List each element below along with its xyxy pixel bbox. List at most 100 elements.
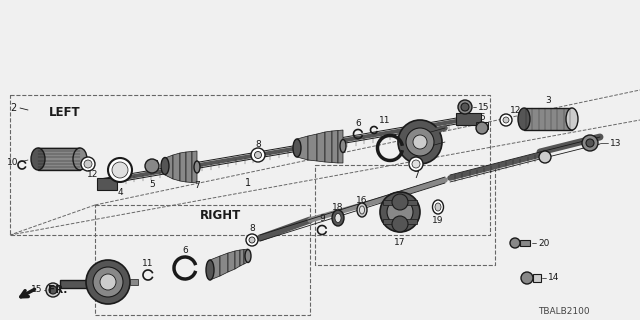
Circle shape bbox=[249, 237, 255, 243]
Bar bbox=[130, 279, 138, 285]
Circle shape bbox=[586, 139, 594, 147]
Polygon shape bbox=[165, 155, 173, 179]
Ellipse shape bbox=[161, 157, 169, 174]
Circle shape bbox=[539, 151, 551, 163]
Circle shape bbox=[255, 151, 262, 158]
Ellipse shape bbox=[73, 148, 87, 170]
Text: TBALB2100: TBALB2100 bbox=[538, 308, 590, 316]
Circle shape bbox=[387, 199, 413, 225]
Circle shape bbox=[413, 135, 427, 149]
Polygon shape bbox=[308, 134, 317, 161]
Text: 16: 16 bbox=[356, 196, 368, 204]
Polygon shape bbox=[235, 250, 240, 269]
Ellipse shape bbox=[340, 140, 346, 153]
Bar bbox=[520, 240, 530, 246]
Text: 13: 13 bbox=[610, 139, 621, 148]
Ellipse shape bbox=[206, 260, 214, 280]
Circle shape bbox=[108, 158, 132, 182]
Circle shape bbox=[49, 286, 57, 294]
Text: 10: 10 bbox=[6, 157, 18, 166]
Bar bbox=[524, 108, 572, 130]
Text: 8: 8 bbox=[249, 223, 255, 233]
Text: 7: 7 bbox=[194, 180, 200, 189]
Bar bbox=[456, 113, 481, 125]
Ellipse shape bbox=[518, 108, 530, 130]
Ellipse shape bbox=[566, 108, 578, 130]
Circle shape bbox=[100, 274, 116, 290]
Text: 1: 1 bbox=[245, 178, 251, 188]
Circle shape bbox=[84, 160, 92, 168]
Polygon shape bbox=[186, 151, 192, 182]
Circle shape bbox=[409, 157, 423, 171]
Bar bbox=[147, 160, 157, 166]
Circle shape bbox=[246, 234, 258, 246]
Circle shape bbox=[412, 160, 420, 168]
Text: 2: 2 bbox=[10, 103, 16, 113]
Bar bbox=[533, 274, 541, 282]
Polygon shape bbox=[297, 136, 308, 160]
Ellipse shape bbox=[360, 206, 365, 214]
Text: 15: 15 bbox=[478, 102, 490, 111]
Text: LEFT: LEFT bbox=[49, 106, 81, 118]
Circle shape bbox=[458, 100, 472, 114]
Bar bbox=[97, 178, 117, 190]
Circle shape bbox=[392, 216, 408, 232]
Text: FR.: FR. bbox=[48, 285, 67, 295]
Ellipse shape bbox=[194, 161, 200, 173]
Bar bbox=[383, 219, 417, 224]
Polygon shape bbox=[220, 253, 228, 276]
Polygon shape bbox=[338, 130, 343, 163]
Circle shape bbox=[503, 117, 509, 123]
Text: 12: 12 bbox=[510, 106, 522, 115]
Text: 11: 11 bbox=[142, 259, 154, 268]
Text: 20: 20 bbox=[538, 238, 549, 247]
Ellipse shape bbox=[433, 200, 444, 214]
Circle shape bbox=[476, 122, 488, 134]
Circle shape bbox=[461, 103, 469, 111]
Text: RIGHT: RIGHT bbox=[200, 209, 241, 221]
Circle shape bbox=[46, 283, 60, 297]
Text: 4: 4 bbox=[117, 188, 123, 196]
Circle shape bbox=[398, 120, 442, 164]
Polygon shape bbox=[332, 131, 338, 163]
Polygon shape bbox=[325, 131, 332, 163]
Polygon shape bbox=[192, 151, 197, 183]
Polygon shape bbox=[244, 249, 248, 264]
Bar bbox=[383, 200, 417, 205]
Text: 6: 6 bbox=[182, 245, 188, 254]
Circle shape bbox=[86, 260, 130, 304]
Polygon shape bbox=[317, 132, 325, 162]
Circle shape bbox=[112, 162, 128, 178]
Ellipse shape bbox=[357, 203, 367, 217]
Bar bbox=[38, 148, 80, 170]
Polygon shape bbox=[240, 250, 244, 266]
Text: 5: 5 bbox=[149, 180, 155, 188]
Text: 8: 8 bbox=[255, 140, 261, 148]
Circle shape bbox=[582, 135, 598, 151]
Text: 18: 18 bbox=[332, 203, 344, 212]
Ellipse shape bbox=[335, 213, 341, 222]
Text: 7: 7 bbox=[413, 171, 419, 180]
Ellipse shape bbox=[332, 210, 344, 226]
Polygon shape bbox=[210, 256, 220, 280]
Text: 14: 14 bbox=[548, 274, 559, 283]
Text: 6: 6 bbox=[355, 118, 361, 127]
Text: 3: 3 bbox=[545, 95, 551, 105]
Text: 9: 9 bbox=[319, 213, 325, 222]
Bar bbox=[476, 122, 488, 129]
Circle shape bbox=[251, 148, 265, 162]
Circle shape bbox=[145, 159, 159, 173]
Text: 12: 12 bbox=[87, 170, 99, 179]
Text: 11: 11 bbox=[380, 116, 391, 124]
Text: 5: 5 bbox=[479, 113, 485, 122]
Text: 15: 15 bbox=[31, 285, 42, 294]
Circle shape bbox=[406, 128, 434, 156]
Text: 17: 17 bbox=[394, 237, 406, 246]
Ellipse shape bbox=[31, 148, 45, 170]
Circle shape bbox=[81, 157, 95, 171]
Circle shape bbox=[392, 194, 408, 210]
Text: 19: 19 bbox=[432, 215, 444, 225]
Circle shape bbox=[521, 272, 533, 284]
Ellipse shape bbox=[435, 203, 441, 211]
Polygon shape bbox=[173, 153, 180, 181]
